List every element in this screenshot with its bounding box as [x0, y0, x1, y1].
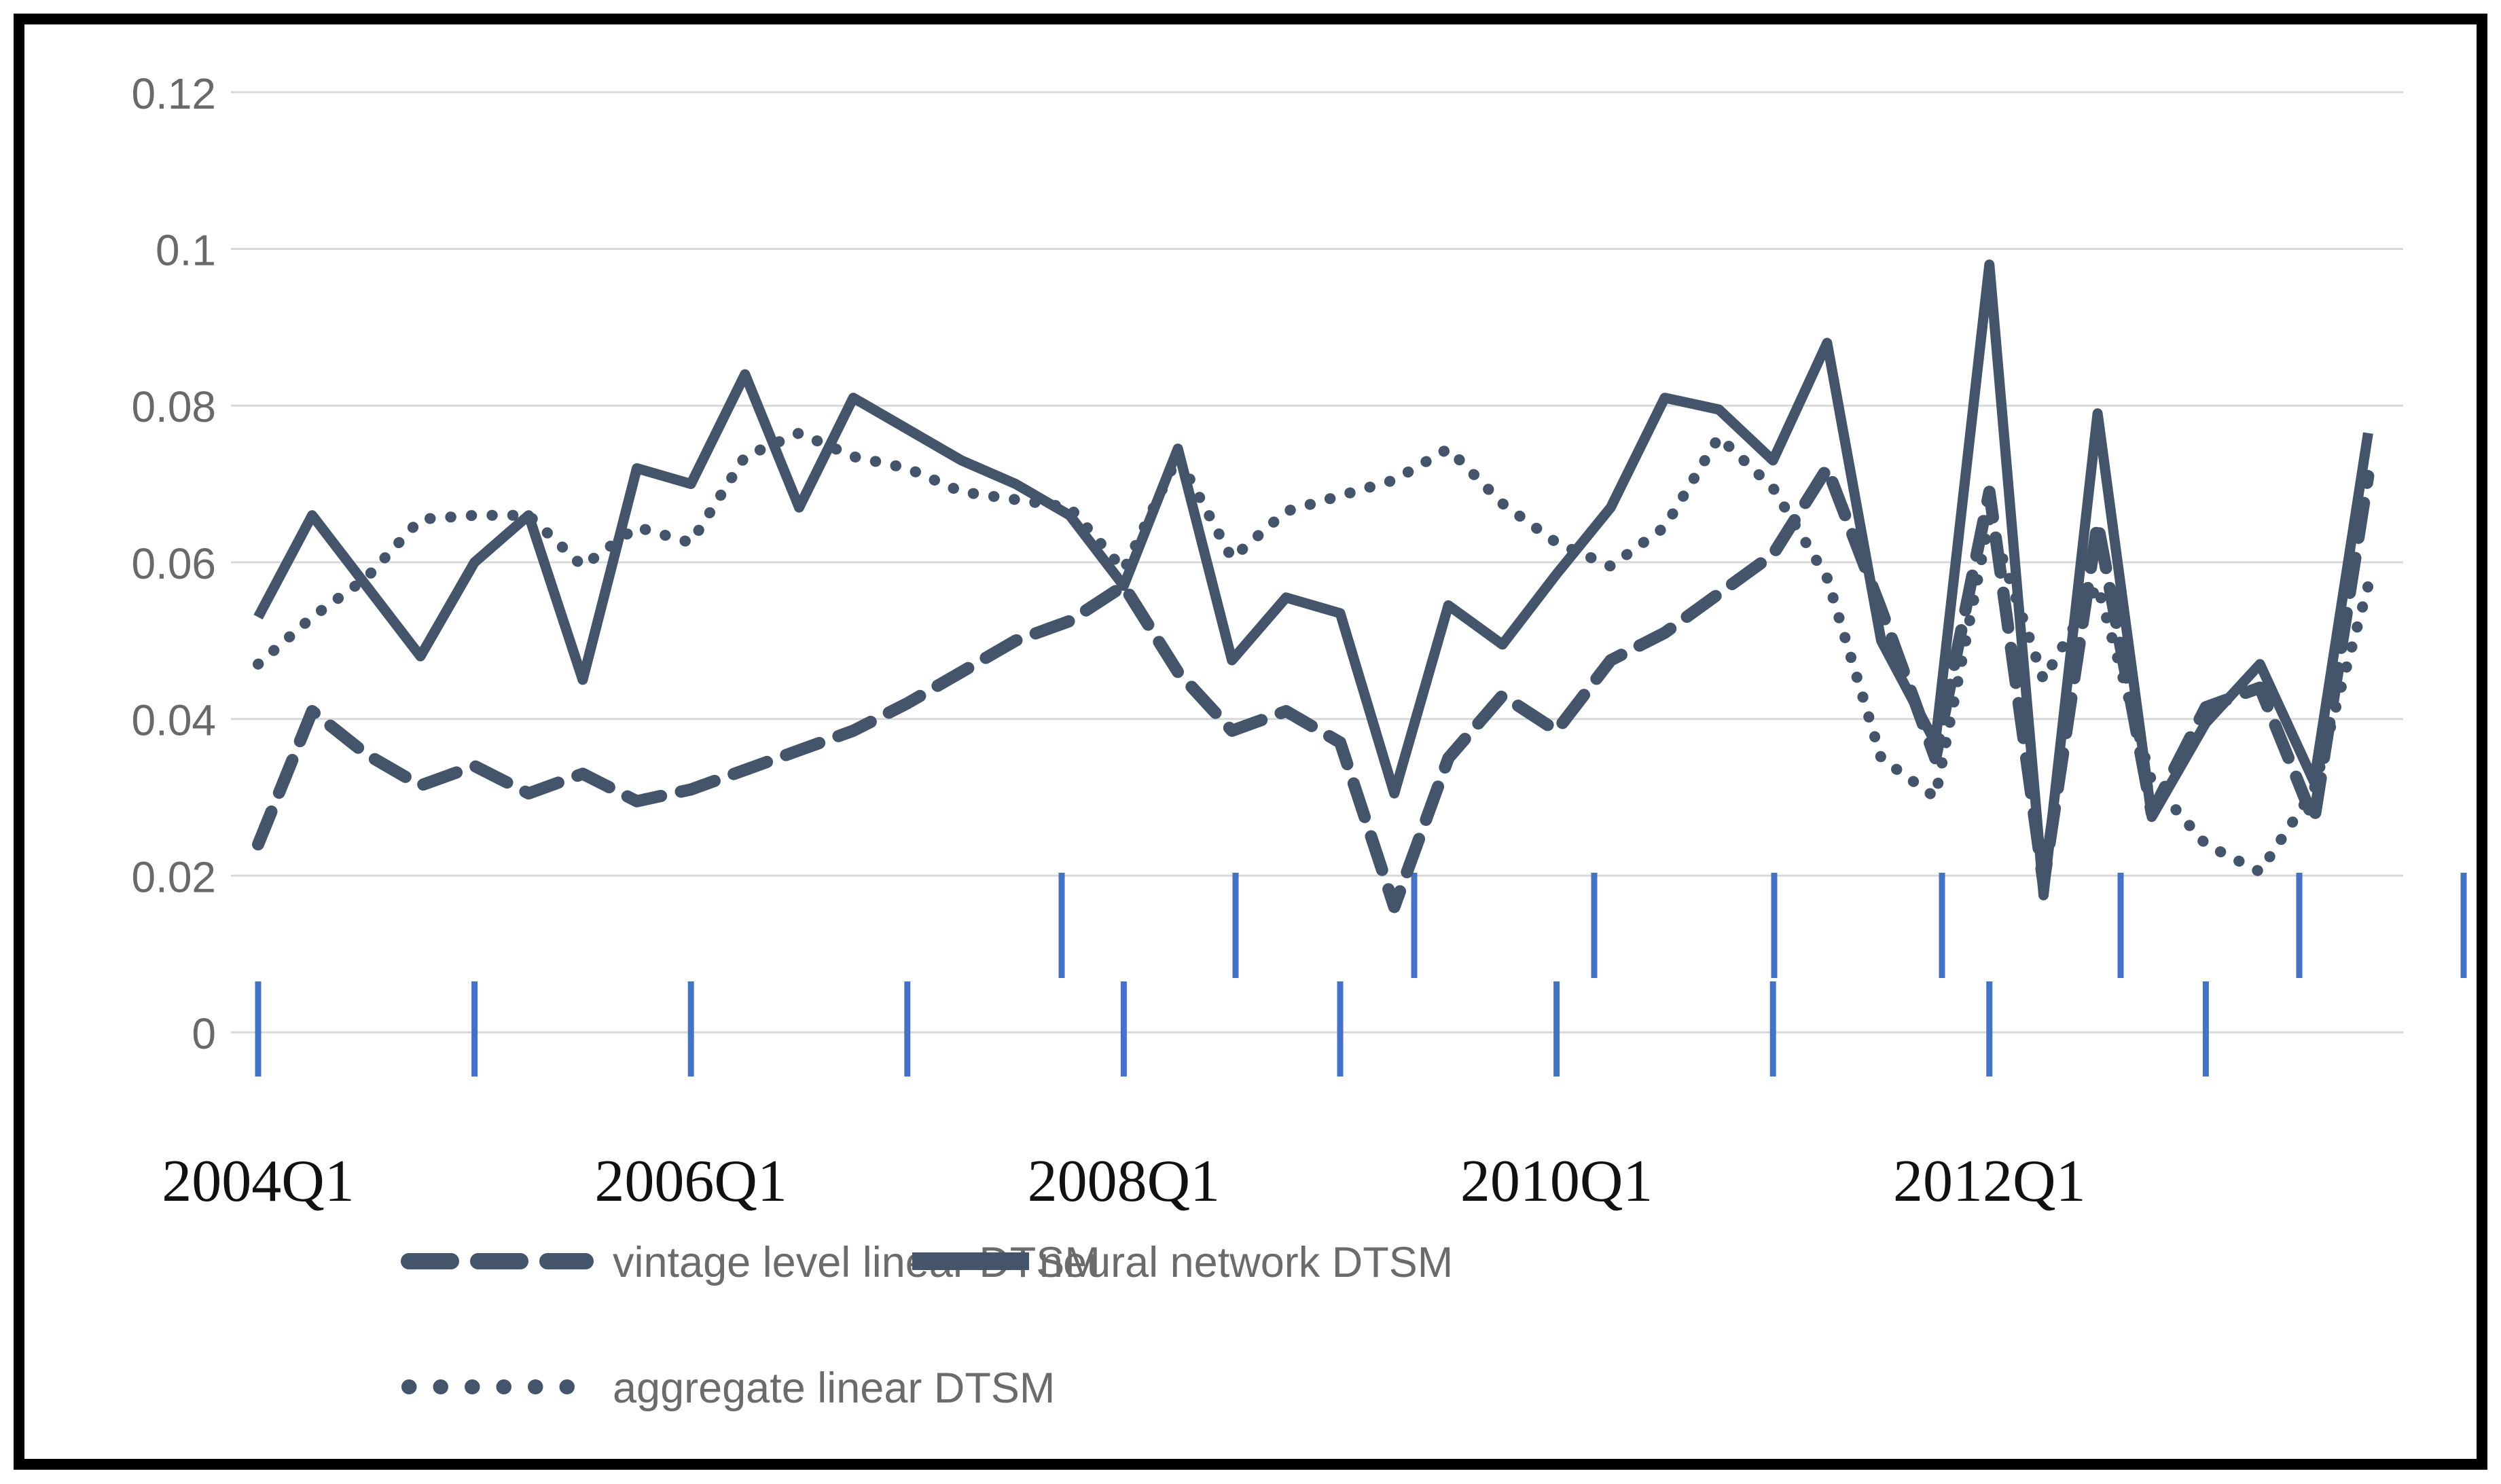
y-tick-label: 0.12 [131, 69, 216, 118]
legend-label: aggregate linear DTSM [613, 1364, 1055, 1412]
series-line-solid [253, 259, 2373, 901]
x-tick-label: 2004Q1 [162, 1148, 355, 1214]
x-tick-label: 2012Q1 [1893, 1148, 2086, 1214]
legend-label: neural network DTSM [1039, 1239, 1453, 1286]
y-tick-label: 0.06 [131, 539, 216, 588]
figure-border [14, 14, 2487, 1470]
y-tick-label: 0.04 [131, 696, 216, 745]
series-line-dotted [253, 427, 2374, 877]
series-line-dashed [252, 462, 2375, 913]
x-tick-label: 2006Q1 [594, 1148, 787, 1214]
y-tick-label: 0 [192, 1009, 216, 1058]
x-tick-label: 2008Q1 [1028, 1148, 1221, 1214]
x-tick-label: 2010Q1 [1460, 1148, 1653, 1214]
y-tick-label: 0.1 [156, 226, 216, 275]
y-tick-label: 0.08 [131, 382, 216, 431]
y-tick-label: 0.02 [131, 852, 216, 901]
